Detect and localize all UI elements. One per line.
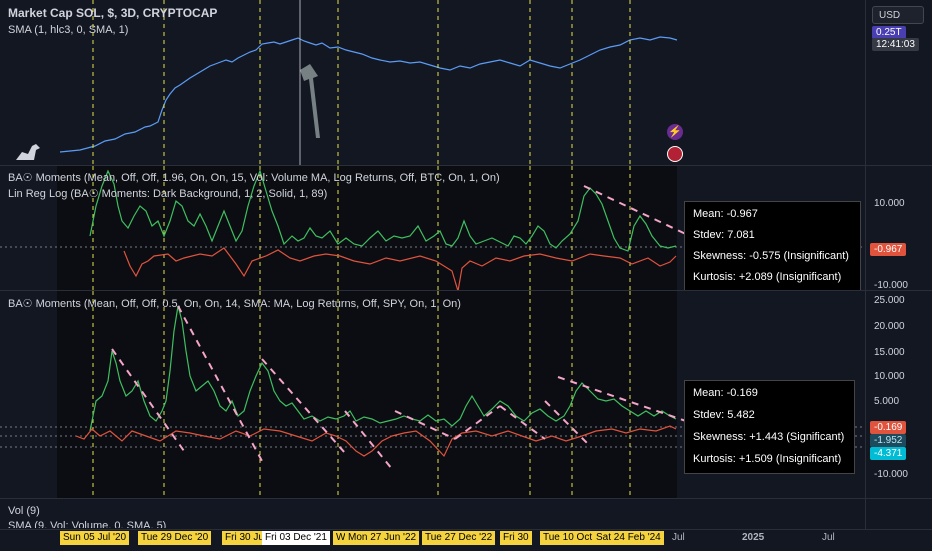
- time-label: Tue 27 Dec '22: [422, 531, 496, 545]
- axis-tick: 10.000: [874, 198, 905, 209]
- time-label: Tue 29 Dec '20: [138, 531, 212, 545]
- stat-kurtosis: Kurtosis: +1.509 (Insignificant): [693, 453, 842, 465]
- time-label: 2025: [742, 532, 765, 543]
- volume-legend[interactable]: Vol (9): [8, 505, 40, 517]
- spy-moments-up-line: [89, 305, 677, 432]
- axis-tick: 10.000: [874, 371, 905, 382]
- spy-moments-down-line: [75, 425, 677, 458]
- countdown-label: 12:41:03: [872, 38, 919, 51]
- spy-moments-axis[interactable]: 25.000 20.000 15.000 10.000 5.000 -0.169…: [865, 291, 932, 498]
- main-price-axis[interactable]: USD 0.25T 12:41:03: [865, 0, 932, 165]
- volume-axis[interactable]: [865, 499, 932, 529]
- value-tag-3: -4.371: [870, 447, 907, 460]
- axis-tick: -10.000: [874, 280, 908, 291]
- stat-skewness: Skewness: -0.575 (Insignificant): [693, 250, 849, 262]
- stat-kurtosis: Kurtosis: +2.089 (Insignificant): [693, 271, 842, 283]
- price-chart: [59, 0, 678, 165]
- time-label: Mon 27 Jun '22: [345, 531, 420, 545]
- flag-icon[interactable]: [667, 146, 683, 162]
- axis-tick: 15.000: [874, 347, 905, 358]
- axis-tick: -10.000: [874, 469, 908, 480]
- current-value-tag: -0.169: [870, 421, 907, 434]
- value-tag-2: -1.952: [870, 434, 907, 447]
- spy-moments-pane[interactable]: BA☉ Moments (Mean, Off, Off, 0.5, On, On…: [0, 291, 865, 498]
- pane-separator[interactable]: [0, 290, 932, 291]
- btc-moments-up-line: [89, 169, 677, 252]
- spy-moments-legend[interactable]: BA☉ Moments (Mean, Off, Off, 0.5, On, On…: [8, 298, 461, 310]
- stat-skewness: Skewness: +1.443 (Significant): [693, 431, 845, 443]
- currency-button[interactable]: USD: [872, 6, 924, 24]
- time-label: Sat 24 Feb '24: [593, 531, 664, 545]
- stat-mean: Mean: -0.967: [693, 208, 758, 220]
- axis-tick: 25.000: [874, 295, 905, 306]
- time-label: Fri 30: [500, 531, 532, 545]
- tradingview-logo-icon: [16, 144, 40, 160]
- time-label: Jul: [672, 532, 685, 543]
- main-price-pane[interactable]: Market Cap SOL, $, 3D, CRYPTOCAP SMA (1,…: [0, 0, 865, 165]
- volume-pane[interactable]: Vol (9) SMA (9, Vol: Volume, 0, SMA, 5): [0, 499, 865, 529]
- annotation-arrow: [300, 64, 320, 138]
- spy-stats-tooltip: Mean: -0.169 Stdev: 5.482 Skewness: +1.4…: [684, 380, 855, 474]
- time-label: Sun 05 Jul '20: [60, 531, 130, 545]
- stat-stdev: Stdev: 5.482: [693, 409, 755, 421]
- time-label: W: [333, 531, 349, 545]
- btc-moments-pane[interactable]: BA☉ Moments (Mean, Off, Off, 1.96, On, O…: [0, 166, 865, 291]
- btc-moments-legend[interactable]: BA☉ Moments (Mean, Off, Off, 1.96, On, O…: [8, 172, 500, 184]
- dark-background: [57, 291, 677, 498]
- lightning-icon[interactable]: ⚡: [667, 124, 683, 140]
- time-label: Jul: [822, 532, 835, 543]
- btc-stats-tooltip: Mean: -0.967 Stdev: 7.081 Skewness: -0.5…: [684, 201, 861, 291]
- axis-tick: 20.000: [874, 321, 905, 332]
- stat-stdev: Stdev: 7.081: [693, 229, 755, 241]
- price-line: [59, 36, 678, 153]
- time-label: Fri 30 Jul: [222, 531, 270, 545]
- volume-sma-legend[interactable]: SMA (9, Vol: Volume, 0, SMA, 5): [8, 520, 167, 528]
- trend-dashes: [111, 305, 687, 470]
- main-legend-symbol[interactable]: Market Cap SOL, $, 3D, CRYPTOCAP: [8, 6, 218, 20]
- price-label: 0.25T: [872, 26, 906, 39]
- pane-separator[interactable]: [0, 498, 932, 499]
- crosshair-time-label: Fri 03 Dec '21: [262, 531, 330, 545]
- trend-dash: [583, 185, 691, 237]
- current-value-tag: -0.967: [870, 243, 907, 256]
- pane-separator[interactable]: [0, 165, 932, 166]
- stat-mean: Mean: -0.169: [693, 387, 758, 399]
- time-label: Tue 10 Oct: [540, 531, 596, 545]
- vertical-markers: [92, 0, 631, 165]
- btc-moments-axis[interactable]: 10.000 -0.967 -10.000: [865, 166, 932, 291]
- lin-reg-legend[interactable]: Lin Reg Log (BA☉ Moments: Dark Backgroun…: [8, 188, 328, 200]
- axis-tick: 5.000: [874, 396, 900, 407]
- main-legend-sma[interactable]: SMA (1, hlc3, 0, SMA, 1): [8, 24, 129, 36]
- btc-moments-down-line: [123, 247, 677, 290]
